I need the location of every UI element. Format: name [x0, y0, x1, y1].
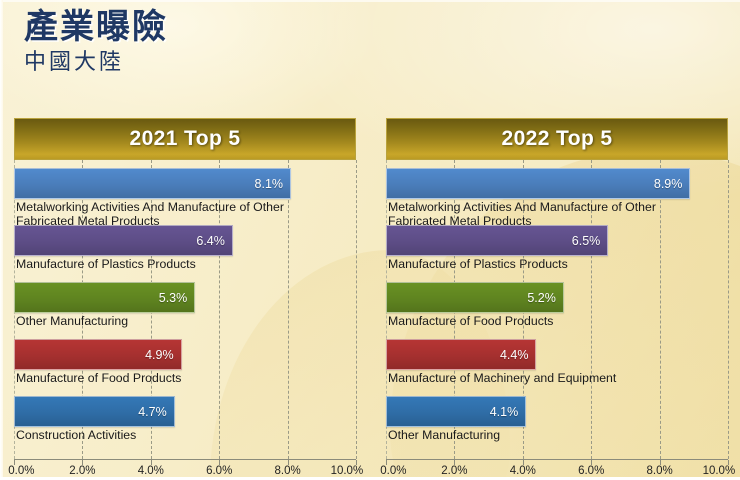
- chart-2021-header: 2021 Top 5: [14, 118, 356, 160]
- bar-value-label: 6.4%: [196, 233, 225, 248]
- bar-category-label: Manufacture of Food Products: [388, 314, 554, 328]
- bar-category-label: Other Manufacturing: [16, 314, 129, 328]
- axis-tick-label: 0.0%: [380, 465, 407, 477]
- axis-tick-label: 6.0%: [206, 465, 233, 477]
- bar-category-label: Construction Activities: [16, 428, 137, 442]
- chart-2021-plot-area: 8.1% Metalworking Activities And Manufact…: [14, 160, 357, 460]
- axis-tick: [82, 460, 84, 465]
- gridline-100: [356, 160, 357, 459]
- axis-tick-label: 4.0%: [137, 465, 164, 477]
- bar-2021-3[interactable]: 5.3%: [14, 282, 196, 313]
- bar-category-label: Manufacture of Plastics Products: [16, 257, 196, 271]
- bar-row: 6.5% Manufacture of Plastics Products: [386, 225, 728, 282]
- axis-tick: [14, 460, 15, 465]
- chart-2022-x-axis: 0.0% 2.0% 4.0% 6.0% 8.0% 10.0%: [380, 460, 735, 477]
- axis-tick-label: 2.0%: [441, 465, 468, 477]
- slide-top-border: [0, 0, 740, 2]
- chart-2022-plot-area: 8.9% Metalworking Activities And Manufact…: [386, 160, 729, 460]
- bar-value-label: 4.7%: [138, 404, 167, 419]
- gridline-100: [728, 160, 729, 459]
- bar-value-label: 5.2%: [527, 290, 556, 305]
- bar-2022-4[interactable]: 4.4%: [386, 339, 537, 370]
- title-block: 產業曝險 中國大陸: [24, 8, 168, 77]
- bar-2022-1[interactable]: 8.9%: [386, 168, 691, 199]
- chart-2022-title: 2022 Top 5: [501, 127, 613, 150]
- bar-row: 5.3% Other Manufacturing: [14, 282, 356, 339]
- axis-tick-label: 4.0%: [509, 465, 536, 477]
- bar-2021-4[interactable]: 4.9%: [14, 339, 182, 370]
- bar-value-label: 4.4%: [499, 347, 529, 362]
- bar-value-label: 6.5%: [571, 233, 601, 248]
- chart-2021-x-axis: 0.0% 2.0% 4.0% 6.0% 8.0% 10.0%: [8, 460, 363, 477]
- bar-2021-2[interactable]: 6.4%: [14, 225, 233, 256]
- slide-bottom-border: [0, 477, 740, 480]
- bar-2022-3[interactable]: 5.2%: [386, 282, 564, 313]
- slide-left-border: [0, 0, 3, 480]
- bar-2021-1[interactable]: 8.1%: [14, 168, 292, 199]
- bar-category-label: Manufacture of Machinery and Equipment: [388, 371, 617, 385]
- axis-tick-label: 8.0%: [274, 465, 301, 477]
- axis-tick-label: 0.0%: [8, 465, 35, 477]
- page-subtitle: 中國大陸: [24, 49, 125, 75]
- bar-row: 4.9% Manufacture of Food Products: [14, 339, 356, 396]
- bar-category-label: Metalworking Activities And Manufacture …: [388, 200, 656, 229]
- bar-row: 4.7% Construction Activities: [14, 396, 356, 453]
- chart-2022-top5: 2022 Top 5 8.9% Metalworking Activities A…: [380, 118, 735, 477]
- axis-tick-label: 6.0%: [578, 465, 605, 477]
- bar-category-label: Manufacture of Plastics Products: [388, 257, 568, 271]
- axis-tick-label: 10.0%: [330, 465, 364, 477]
- axis-tick: [150, 460, 152, 465]
- bar-category-label: Manufacture of Food Products: [16, 371, 182, 385]
- bar-value-label: 8.1%: [254, 176, 284, 191]
- bar-category-label: Other Manufacturing: [388, 428, 501, 442]
- bar-2022-5[interactable]: 4.1%: [386, 396, 527, 427]
- axis-tick-label: 8.0%: [646, 465, 673, 477]
- bar-2022-2[interactable]: 6.5%: [386, 225, 609, 256]
- bar-value-label: 5.3%: [158, 290, 188, 305]
- chart-2021-top5: 2021 Top 5 8.1% Metalworking Activities A…: [8, 118, 363, 477]
- bar-row: 4.1% Other Manufacturing: [386, 396, 728, 453]
- chart-2021-title: 2021 Top 5: [129, 127, 241, 150]
- axis-tick-label: 10.0%: [702, 465, 736, 477]
- bar-2021-5[interactable]: 4.7%: [14, 396, 175, 427]
- bar-row: 8.9% Metalworking Activities And Manufact…: [386, 168, 728, 228]
- bar-value-label: 8.9%: [653, 176, 683, 191]
- axis-tick-label: 2.0%: [69, 465, 96, 477]
- chart-2022-header: 2022 Top 5: [386, 118, 728, 160]
- bar-row: 6.4% Manufacture of Plastics Products: [14, 225, 356, 282]
- bar-value-label: 4.1%: [489, 404, 519, 419]
- bar-row: 4.4% Manufacture of Machinery and Equipme…: [386, 339, 728, 396]
- bar-row: 5.2% Manufacture of Food Products: [386, 282, 728, 339]
- page-title: 產業曝險: [24, 8, 168, 46]
- bar-value-label: 4.9%: [145, 347, 174, 362]
- bar-row: 8.1% Metalworking Activities And Manufact…: [14, 168, 356, 228]
- bar-category-label: Metalworking Activities And Manufacture …: [16, 200, 284, 229]
